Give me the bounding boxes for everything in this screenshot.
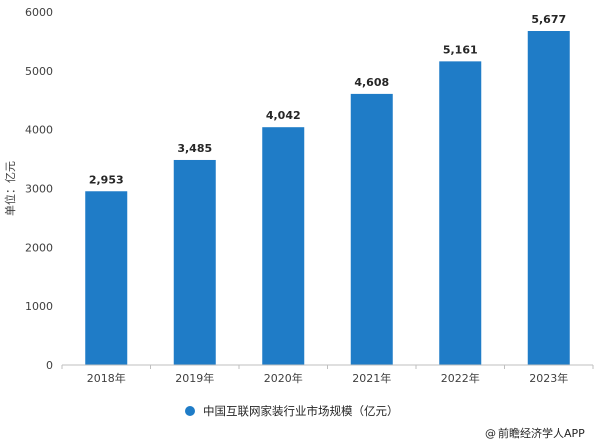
y-tick-label: 6000	[25, 6, 53, 19]
x-tick-label: 2019年	[175, 371, 214, 385]
x-axis-ticks: 2018年 2019年 2020年 2021年 2022年 2023年	[61, 365, 594, 385]
data-label: 4,042	[266, 109, 301, 122]
at-icon: @	[485, 427, 496, 440]
data-label: 5,161	[443, 43, 478, 56]
y-tick-label: 4000	[25, 124, 53, 137]
y-tick-label: 2000	[25, 241, 53, 254]
x-tick-label: 2021年	[352, 371, 391, 385]
source-credit: @ 前瞻经济学人APP	[485, 426, 585, 440]
bar	[85, 191, 128, 365]
bar	[350, 93, 393, 366]
y-tick-label: 1000	[25, 300, 53, 313]
bar	[527, 31, 570, 365]
legend-swatch	[185, 406, 195, 416]
data-label: 5,677	[531, 13, 566, 26]
y-tick-label: 5000	[25, 65, 53, 78]
bar	[439, 61, 482, 365]
bar	[262, 127, 305, 365]
x-tick-label: 2022年	[441, 371, 480, 385]
x-tick-label: 2018年	[87, 371, 126, 385]
data-label: 4,608	[354, 76, 389, 89]
y-tick-label: 3000	[25, 183, 53, 196]
bar-series	[85, 31, 570, 366]
credit-label: 前瞻经济学人APP	[498, 426, 585, 440]
data-label: 3,485	[177, 142, 212, 155]
y-axis-label: 单位：亿元	[3, 161, 17, 216]
bar	[173, 159, 216, 365]
legend-label: 中国互联网家装行业市场规模（亿元）	[203, 404, 399, 418]
y-axis-ticks: 0 1000 2000 3000 4000 5000 6000	[25, 6, 53, 372]
x-tick-label: 2020年	[264, 371, 303, 385]
x-tick-label: 2023年	[529, 371, 568, 385]
legend: 中国互联网家装行业市场规模（亿元）	[185, 404, 399, 418]
data-label: 2,953	[89, 173, 124, 186]
y-axis-title: 单位：亿元	[3, 161, 17, 216]
y-tick-label: 0	[46, 359, 53, 372]
data-labels: 2,953 3,485 4,042 4,608 5,161 5,677	[89, 13, 566, 186]
